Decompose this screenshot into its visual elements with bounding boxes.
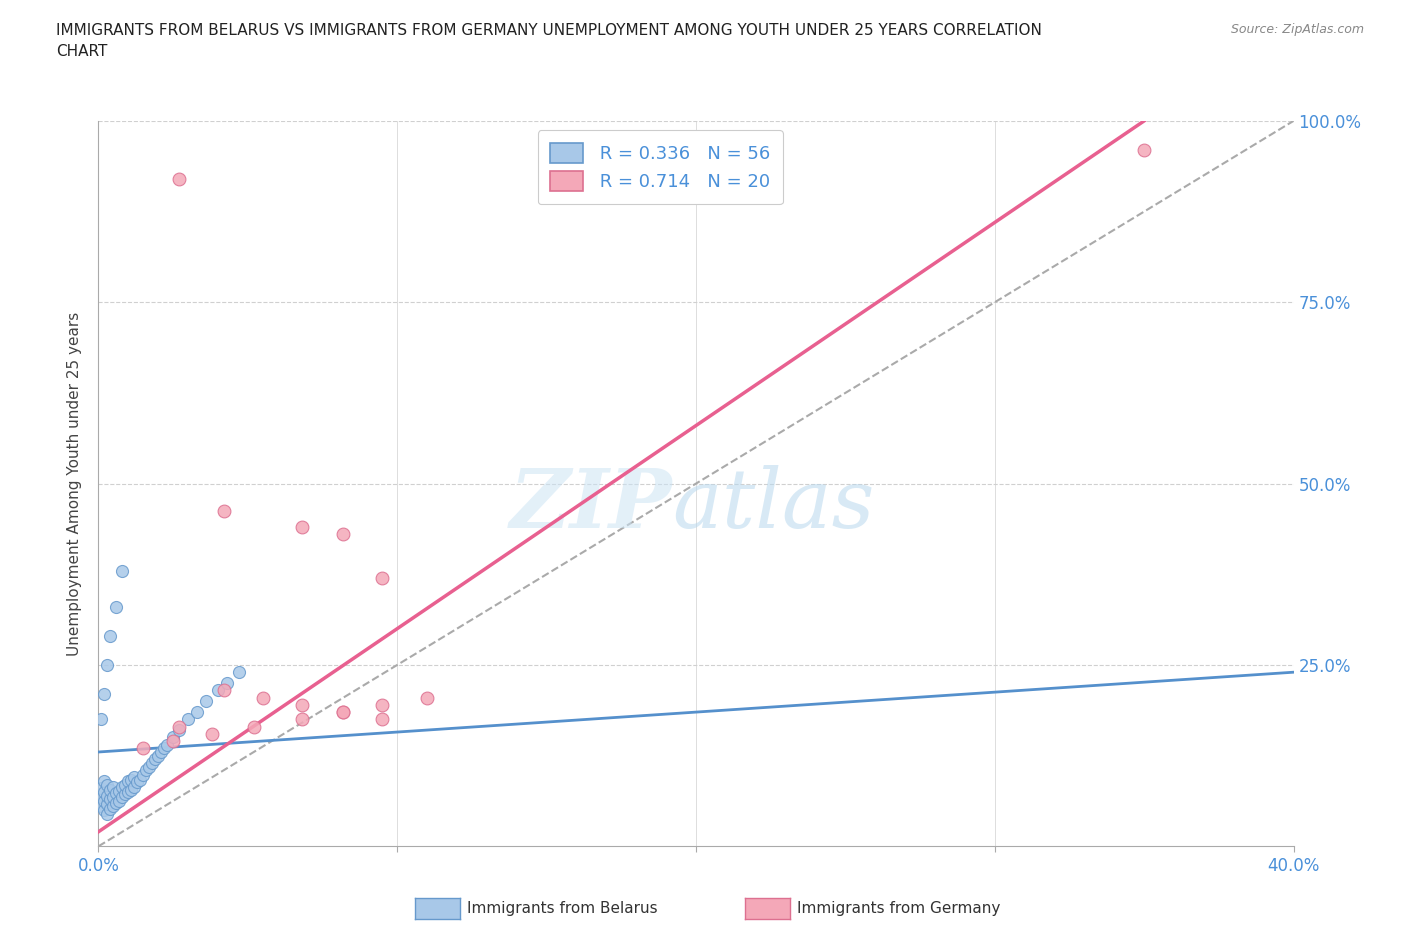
- Point: [212, 504, 235, 519]
- Text: IMMIGRANTS FROM BELARUS VS IMMIGRANTS FROM GERMANY UNEMPLOYMENT AMONG YOUTH UNDE: IMMIGRANTS FROM BELARUS VS IMMIGRANTS FR…: [56, 23, 1042, 38]
- Point: [96, 658, 118, 672]
- Text: Immigrants from Belarus: Immigrants from Belarus: [467, 901, 658, 916]
- Point: [108, 793, 131, 808]
- Point: [201, 726, 224, 741]
- Point: [167, 171, 190, 186]
- Point: [177, 712, 200, 727]
- Point: [114, 777, 136, 792]
- Point: [212, 683, 235, 698]
- Point: [228, 665, 250, 680]
- Point: [93, 785, 115, 800]
- Point: [332, 527, 354, 542]
- Point: [96, 788, 118, 803]
- Point: [148, 748, 170, 763]
- Point: [117, 774, 139, 789]
- Point: [132, 768, 155, 783]
- Point: [243, 719, 266, 734]
- Point: [120, 782, 142, 797]
- Point: [162, 730, 184, 745]
- Point: [108, 784, 131, 799]
- Point: [132, 741, 155, 756]
- Text: atlas: atlas: [672, 465, 875, 545]
- Point: [120, 772, 142, 787]
- Point: [332, 705, 354, 720]
- Point: [111, 564, 134, 578]
- Point: [100, 791, 122, 806]
- Point: [371, 712, 394, 727]
- Point: [291, 520, 314, 535]
- Point: [186, 705, 208, 720]
- Text: CHART: CHART: [56, 44, 108, 59]
- Point: [93, 803, 115, 817]
- Point: [416, 690, 439, 705]
- Point: [93, 774, 115, 789]
- Point: [143, 751, 166, 766]
- Point: [332, 705, 354, 720]
- Point: [93, 794, 115, 809]
- Point: [207, 683, 229, 698]
- Point: [103, 790, 125, 804]
- Point: [156, 737, 179, 752]
- Point: [100, 801, 122, 816]
- Point: [105, 600, 128, 615]
- Point: [124, 779, 146, 794]
- Point: [93, 686, 115, 701]
- Point: [90, 799, 112, 814]
- Point: [105, 795, 128, 810]
- Point: [1133, 142, 1156, 157]
- Point: [252, 690, 274, 705]
- Point: [96, 797, 118, 812]
- Point: [90, 781, 112, 796]
- Point: [215, 675, 238, 690]
- Point: [96, 806, 118, 821]
- Point: [124, 770, 146, 785]
- Point: [111, 790, 134, 804]
- Point: [291, 698, 314, 712]
- Text: Immigrants from Germany: Immigrants from Germany: [797, 901, 1001, 916]
- Point: [195, 694, 218, 709]
- Point: [105, 786, 128, 801]
- Point: [167, 723, 190, 737]
- Point: [117, 785, 139, 800]
- Legend:  R = 0.336   N = 56,  R = 0.714   N = 20: R = 0.336 N = 56, R = 0.714 N = 20: [537, 130, 783, 205]
- Point: [114, 787, 136, 802]
- Point: [90, 790, 112, 804]
- Point: [111, 779, 134, 794]
- Point: [291, 712, 314, 727]
- Point: [162, 734, 184, 749]
- Point: [371, 570, 394, 585]
- Point: [141, 755, 163, 770]
- Point: [167, 719, 190, 734]
- Point: [135, 763, 157, 777]
- Point: [371, 698, 394, 712]
- Point: [150, 745, 173, 760]
- Point: [100, 629, 122, 644]
- Point: [129, 772, 152, 787]
- Point: [103, 779, 125, 794]
- Point: [100, 782, 122, 797]
- Point: [153, 741, 176, 756]
- Point: [127, 775, 149, 790]
- Point: [138, 759, 160, 774]
- Point: [103, 799, 125, 814]
- Point: [90, 712, 112, 727]
- Text: ZIP: ZIP: [509, 465, 672, 545]
- Y-axis label: Unemployment Among Youth under 25 years: Unemployment Among Youth under 25 years: [67, 312, 83, 656]
- Text: Source: ZipAtlas.com: Source: ZipAtlas.com: [1230, 23, 1364, 36]
- Point: [96, 777, 118, 792]
